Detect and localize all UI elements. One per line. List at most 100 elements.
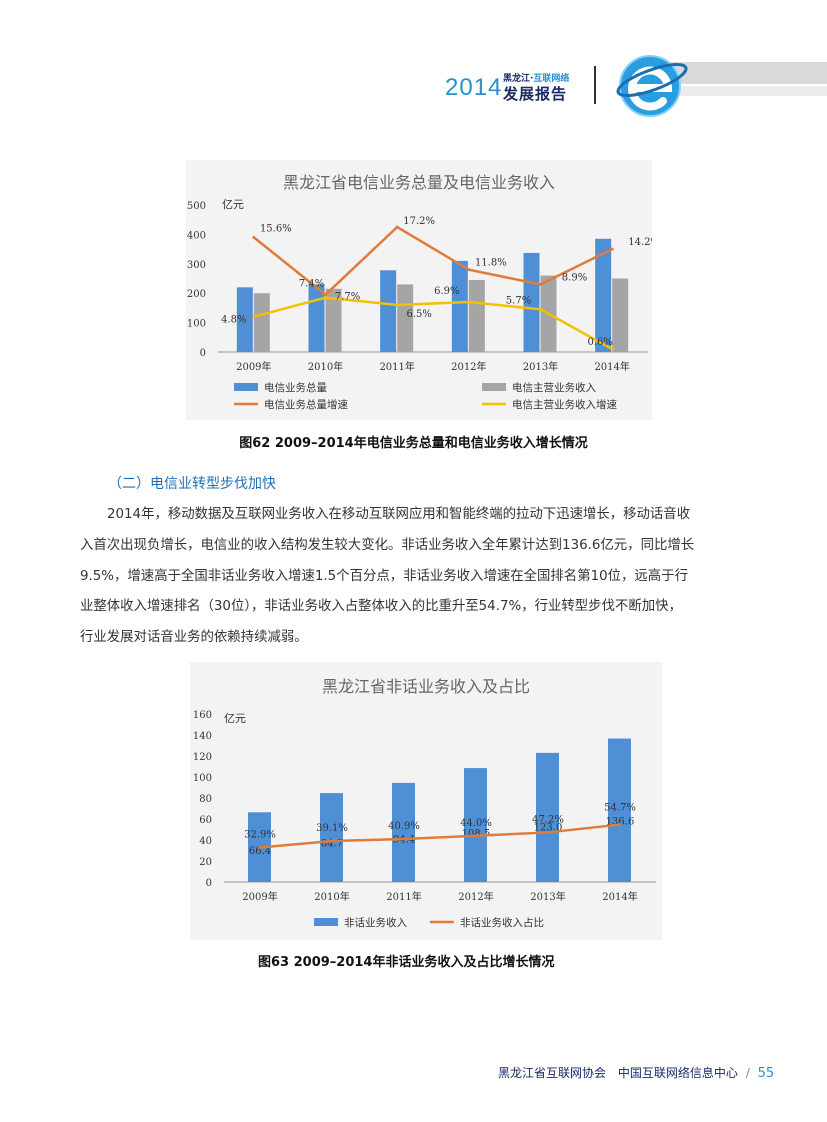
x-tick-label: 2009年 [242,890,277,903]
line-point [467,300,471,304]
line-point [539,307,542,311]
bar [320,793,343,882]
bar [608,738,631,882]
x-tick-label: 2013年 [523,360,558,373]
chart-title: 黑龙江省非话业务收入及占比 [322,677,530,696]
body-line: 2014年，移动数据及互联网业务收入在移动互联网应用和智能终端的拉动下迅速增长，… [107,507,691,522]
bar [536,752,559,882]
bar [392,782,415,882]
bar [308,284,325,352]
line-data-label: 8.9% [562,272,587,283]
series-line [253,296,613,351]
legend-swatch [314,918,338,926]
y-tick-label: 140 [193,731,212,742]
bar [253,293,270,352]
bar-data-label: 66.4 [249,846,271,857]
x-tick-label: 2009年 [236,360,271,373]
page-number: 55 [757,1066,775,1081]
y-tick-label: 60 [199,815,212,826]
body-line: 行业发展对话音业务的依赖持续减弱。 [80,630,308,646]
x-tick-label: 2011年 [379,360,414,373]
unit-label: 亿元 [222,198,244,211]
y-tick-label: 200 [187,289,206,300]
bar [523,252,540,352]
line-point [395,225,399,229]
line-data-label: 40.9% [388,821,420,832]
bar [397,284,414,352]
bar [595,238,612,352]
body-line: 入首次出现负增长，电信业的收入结构发生较大变化。非话业务收入全年累计达到136.… [80,537,695,553]
bar-data-label: 123.0 [534,822,563,833]
page-header: 2014 黑龙江·互联网络 发展报告 [0,50,827,120]
line-data-label: 47.2% [532,814,564,825]
line-data-label: 14.2% [628,237,652,248]
header-year: 2014 [445,74,503,101]
line-point [252,235,256,239]
bar [464,768,487,882]
x-tick-label: 2013年 [530,890,565,903]
chart-telecom-volume-revenue: 黑龙江省电信业务总量及电信业务收入 亿元 0 100 200 300 400 500 2009年… [186,160,660,420]
line-point [330,839,334,843]
series-line [259,823,621,849]
chart-title: 黑龙江省电信业务总量及电信业务收入 [283,173,555,192]
body-line: 业整体收入增速排名（30位），非话业务收入占整体收入的比重升至54.7%，行业转… [80,599,682,615]
line-data-label: 39.1% [316,823,348,834]
x-tick-label: 2012年 [451,360,486,373]
line-point [539,282,542,286]
line-data-label: 15.6% [260,223,292,234]
y-tick-label: 120 [193,752,212,763]
y-tick-label: 0 [206,878,212,889]
line-point [402,837,406,841]
section-heading: （二）电信业转型步伐加快 [108,476,276,492]
bar [236,287,253,352]
line-point [467,268,471,272]
line-point [610,247,614,251]
bar-data-label: 84.7 [321,838,343,849]
figure-63-caption: 图63 2009–2014年非话业务收入及占比增长情况 [258,955,555,970]
internet-e-logo-icon [616,55,688,117]
bar [325,288,342,352]
page-footer: 黑龙江省互联网协会 中国互联网络信息中心 / 55 [498,1064,774,1081]
line-point [474,834,478,838]
chart-non-voice-revenue: 黑龙江省非话业务收入及占比 亿元 0 20 40 60 80 100 120 140 160 2009… [190,662,662,940]
x-tick-label: 2014年 [594,360,629,373]
line-data-label: 6.9% [434,286,459,297]
bar-data-label: 136.6 [606,817,635,828]
y-tick-label: 20 [199,857,212,868]
legend-swatch [482,383,506,391]
line-data-label: 7.7% [335,292,360,303]
x-tick-label: 2010年 [308,360,343,373]
legend-label: 非话业务收入 [344,916,407,929]
y-tick-label: 0 [200,348,206,359]
bar [612,278,629,352]
x-tick-label: 2011年 [386,890,421,903]
figure-62-caption: 图62 2009–2014年电信业务总量和电信业务收入增长情况 [239,436,588,451]
body-paragraph: 2014年，移动数据及互联网业务收入在移动互联网应用和智能终端的拉动下迅速增长，… [80,500,750,654]
line-point [610,347,614,351]
line-data-label: 0.6% [587,337,612,348]
x-tick-label: 2012年 [458,890,493,903]
line-data-label: 6.5% [406,309,431,320]
y-tick-label: 400 [187,230,206,241]
line-point [252,315,256,319]
bar-data-label: 108.5 [462,828,491,839]
header-subtitle: 黑龙江·互联网络 [503,71,569,84]
footer-org-1: 黑龙江省互联网协会 [498,1066,607,1080]
legend-label: 电信业务总量 [264,381,327,394]
x-tick-label: 2010年 [314,890,349,903]
line-point [546,830,550,834]
line-point [618,823,622,827]
header-decor-bar [654,62,827,84]
y-tick-label: 160 [193,710,212,721]
series-line [253,225,613,297]
header-divider [594,66,596,104]
y-tick-label: 300 [187,260,206,271]
header-subtitle-accent: 互联网络 [533,74,570,84]
line-data-label: 5.7% [506,295,531,306]
legend-label: 非话业务收入占比 [460,916,544,929]
line-point [324,296,327,300]
y-tick-label: 80 [199,794,212,805]
footer-separator: / [745,1066,750,1080]
y-tick-label: 40 [199,836,212,847]
